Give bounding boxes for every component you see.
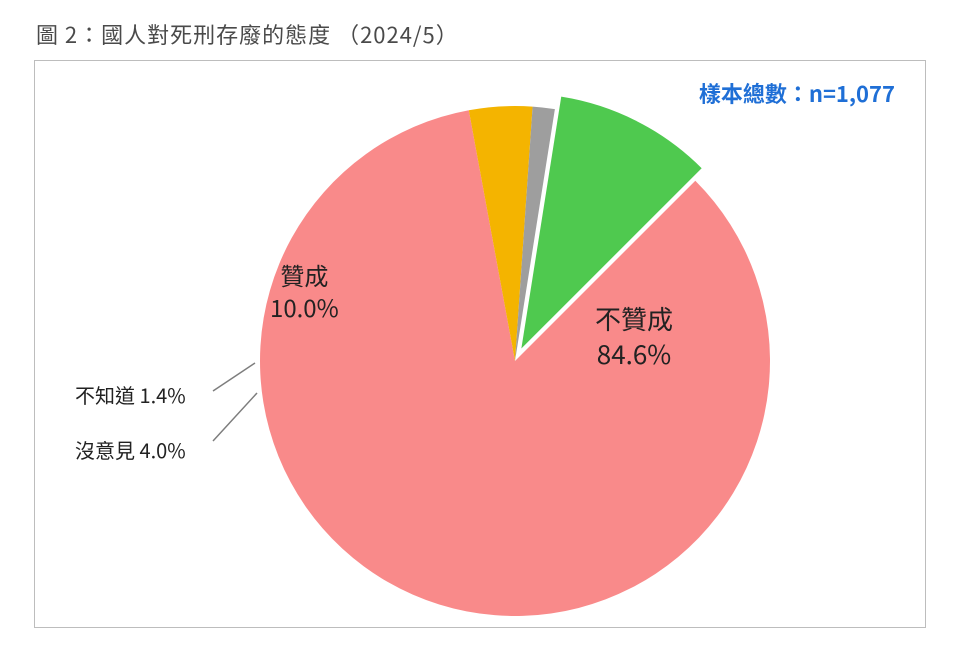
leader-noopinion <box>213 393 257 441</box>
slice-pct: 4.0% <box>139 435 185 464</box>
slice-name: 贊成 <box>270 259 339 291</box>
slice-pct: 10.0% <box>270 291 339 323</box>
chart-title: 圖 2：國人對死刑存廢的態度 （2024/5） <box>36 18 459 50</box>
page: 圖 2：國人對死刑存廢的態度 （2024/5） 樣本總數：n=1,077 不贊成… <box>0 0 960 650</box>
slice-label-noopinion: 沒意見 4.0% <box>75 436 186 463</box>
slice-label-disapprove: 不贊成 84.6% <box>595 301 673 371</box>
leader-dontknow <box>213 363 255 391</box>
pie-chart <box>35 61 927 629</box>
slice-label-dontknow: 不知道 1.4% <box>75 381 186 408</box>
chart-frame: 樣本總數：n=1,077 不贊成 84.6% 沒意見 4.0% 不知道 1.4%… <box>34 60 926 628</box>
slice-pct: 84.6% <box>595 336 673 371</box>
slice-label-approve: 贊成 10.0% <box>270 259 339 324</box>
slice-name: 不贊成 <box>595 301 673 336</box>
slice-name: 不知道 <box>75 380 135 409</box>
slice-name: 沒意見 <box>75 435 135 464</box>
slice-pct: 1.4% <box>139 380 185 409</box>
